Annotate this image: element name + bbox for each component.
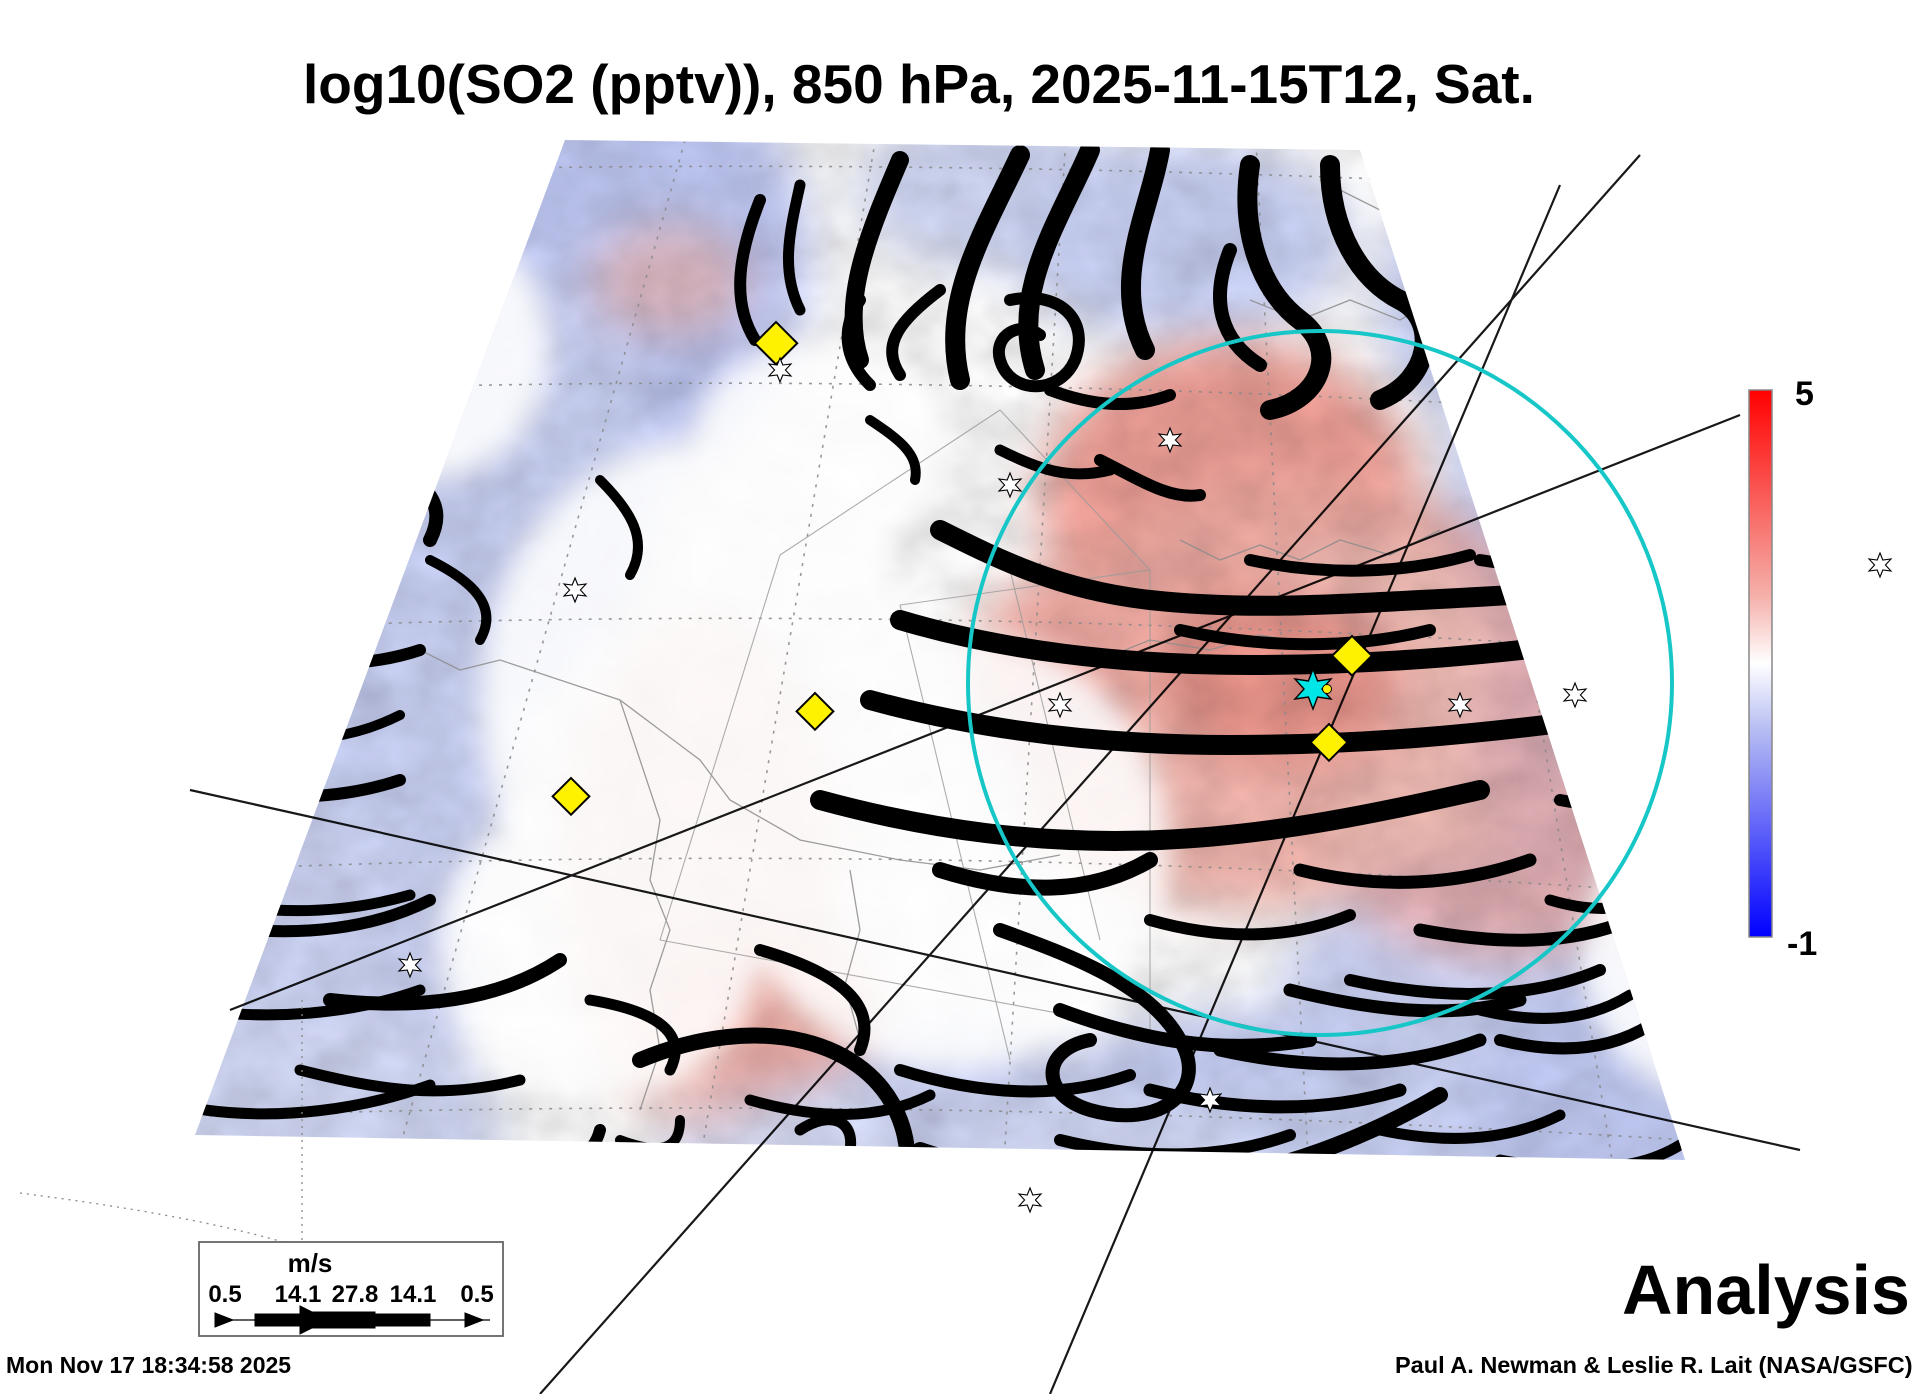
svg-text:m/s: m/s	[288, 1248, 333, 1278]
svg-text:-1: -1	[1787, 925, 1817, 963]
svg-text:14.1: 14.1	[275, 1281, 322, 1308]
svg-text:14.1: 14.1	[390, 1281, 437, 1308]
svg-text:0.5: 0.5	[460, 1281, 493, 1308]
svg-text:5: 5	[1795, 375, 1814, 413]
svg-text:0.5: 0.5	[208, 1281, 241, 1308]
svg-text:27.8: 27.8	[332, 1281, 379, 1308]
